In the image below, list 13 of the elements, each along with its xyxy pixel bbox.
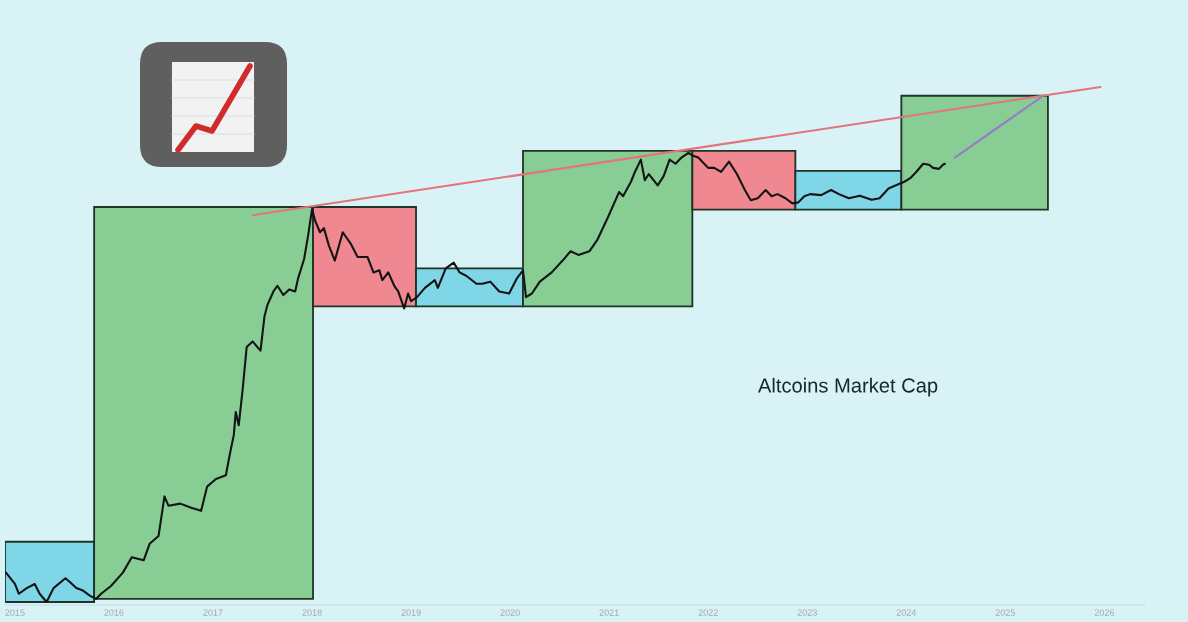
x-tick-label: 2020 [500,609,520,616]
x-tick-label: 2026 [1094,609,1115,616]
x-tick-label: 2021 [599,609,619,616]
x-tick-label: 2017 [203,609,223,616]
x-tick-label: 2022 [698,609,718,616]
x-tick-label: 2018 [302,609,322,616]
x-tick-label: 2025 [995,609,1016,616]
text: Altcoins Market Cap [757,377,938,397]
x-tick-label: 2023 [797,609,817,616]
x-tick-label: 2024 [896,609,917,616]
x-tick-label: 2015 [5,609,25,616]
x-tick-label: 2019 [401,609,421,616]
x-tick-label: 2016 [104,609,124,616]
